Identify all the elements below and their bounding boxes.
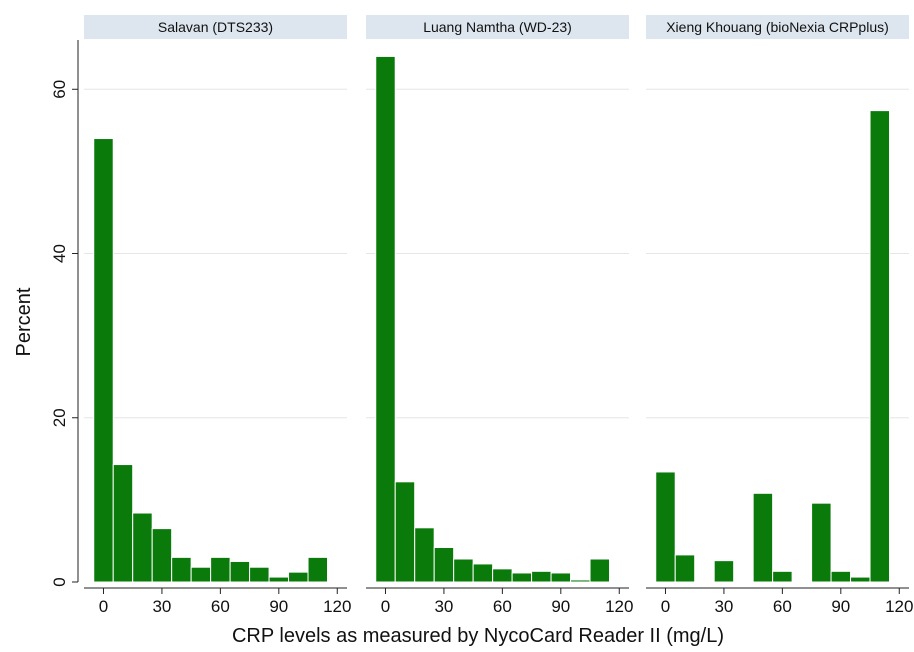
histogram-bar — [492, 568, 513, 583]
histogram-bar — [830, 570, 852, 583]
histogram-bar — [550, 572, 572, 583]
x-tick-label: 30 — [434, 597, 453, 616]
panel-title: Salavan (DTS233) — [158, 19, 273, 35]
x-tick-label: 30 — [152, 597, 171, 616]
histogram-bar — [210, 556, 231, 583]
histogram-bar — [869, 110, 891, 583]
panel-title: Luang Namtha (WD-23) — [423, 19, 572, 35]
histogram-bar — [511, 572, 533, 583]
panel-plot-area — [646, 40, 909, 582]
y-tick-label: 40 — [50, 244, 69, 263]
x-tick-label: 0 — [99, 597, 108, 616]
panel-title: Xieng Khouang (bioNexia CRPplus) — [666, 19, 889, 35]
histogram-bar — [414, 527, 435, 583]
histogram-bar — [472, 563, 494, 583]
histogram-bar — [249, 566, 270, 583]
histogram-bar — [394, 481, 416, 583]
x-tick-label: 0 — [661, 597, 670, 616]
histogram-bar — [268, 576, 290, 583]
histogram-bar — [772, 570, 793, 583]
x-tick-label: 60 — [773, 597, 792, 616]
panel-title-strip — [646, 15, 909, 39]
histogram-bar — [93, 138, 114, 583]
x-axis-title: CRP levels as measured by NycoCard Reade… — [232, 625, 724, 647]
histogram-bar — [589, 558, 611, 583]
histogram-bar — [570, 579, 591, 583]
x-tick-label: 120 — [323, 597, 351, 616]
histogram-bar — [375, 55, 396, 583]
panel-2: Luang Namtha (WD-23) 0 30 60 90 120 — [366, 15, 633, 616]
histogram-bar — [674, 554, 696, 583]
histogram-bar — [112, 464, 134, 583]
histogram-bar — [307, 556, 329, 583]
histogram-bar — [713, 560, 735, 583]
histogram-bar — [229, 560, 251, 583]
histogram-bar — [151, 528, 173, 583]
histogram-bar — [531, 570, 552, 583]
histogram-bar — [655, 471, 676, 583]
x-tick-label: 120 — [885, 597, 913, 616]
x-tick-label: 30 — [714, 597, 733, 616]
panel-title-strip — [84, 15, 347, 39]
panel-1: Salavan (DTS233) 0 30 60 90 120 — [84, 15, 351, 616]
histogram-bar — [752, 492, 774, 583]
x-tick-label: 0 — [381, 597, 390, 616]
y-axis-title: Percent — [13, 287, 35, 356]
y-tick-label: 20 — [50, 408, 69, 427]
histogram-bar — [850, 576, 871, 583]
x-tick-label: 60 — [211, 597, 230, 616]
x-tick-label: 90 — [269, 597, 288, 616]
panel-title-strip — [366, 15, 629, 39]
x-tick-label: 90 — [831, 597, 850, 616]
histogram-bar — [453, 558, 474, 583]
x-tick-label: 60 — [493, 597, 512, 616]
y-tick-label: 0 — [50, 577, 69, 586]
y-axis: 0 20 40 60 — [50, 40, 79, 587]
histogram-bar — [190, 566, 212, 583]
x-tick-label: 120 — [605, 597, 633, 616]
panel-3: Xieng Khouang (bioNexia CRPplus) 0 30 60 90 1… — [646, 15, 913, 616]
x-tick-label: 90 — [551, 597, 570, 616]
histogram-bar — [288, 571, 309, 583]
histogram-bar — [132, 512, 153, 583]
histogram-bar — [433, 547, 455, 583]
histogram-bar — [811, 502, 832, 583]
histogram-bar — [171, 556, 192, 583]
y-tick-label: 60 — [50, 80, 69, 99]
